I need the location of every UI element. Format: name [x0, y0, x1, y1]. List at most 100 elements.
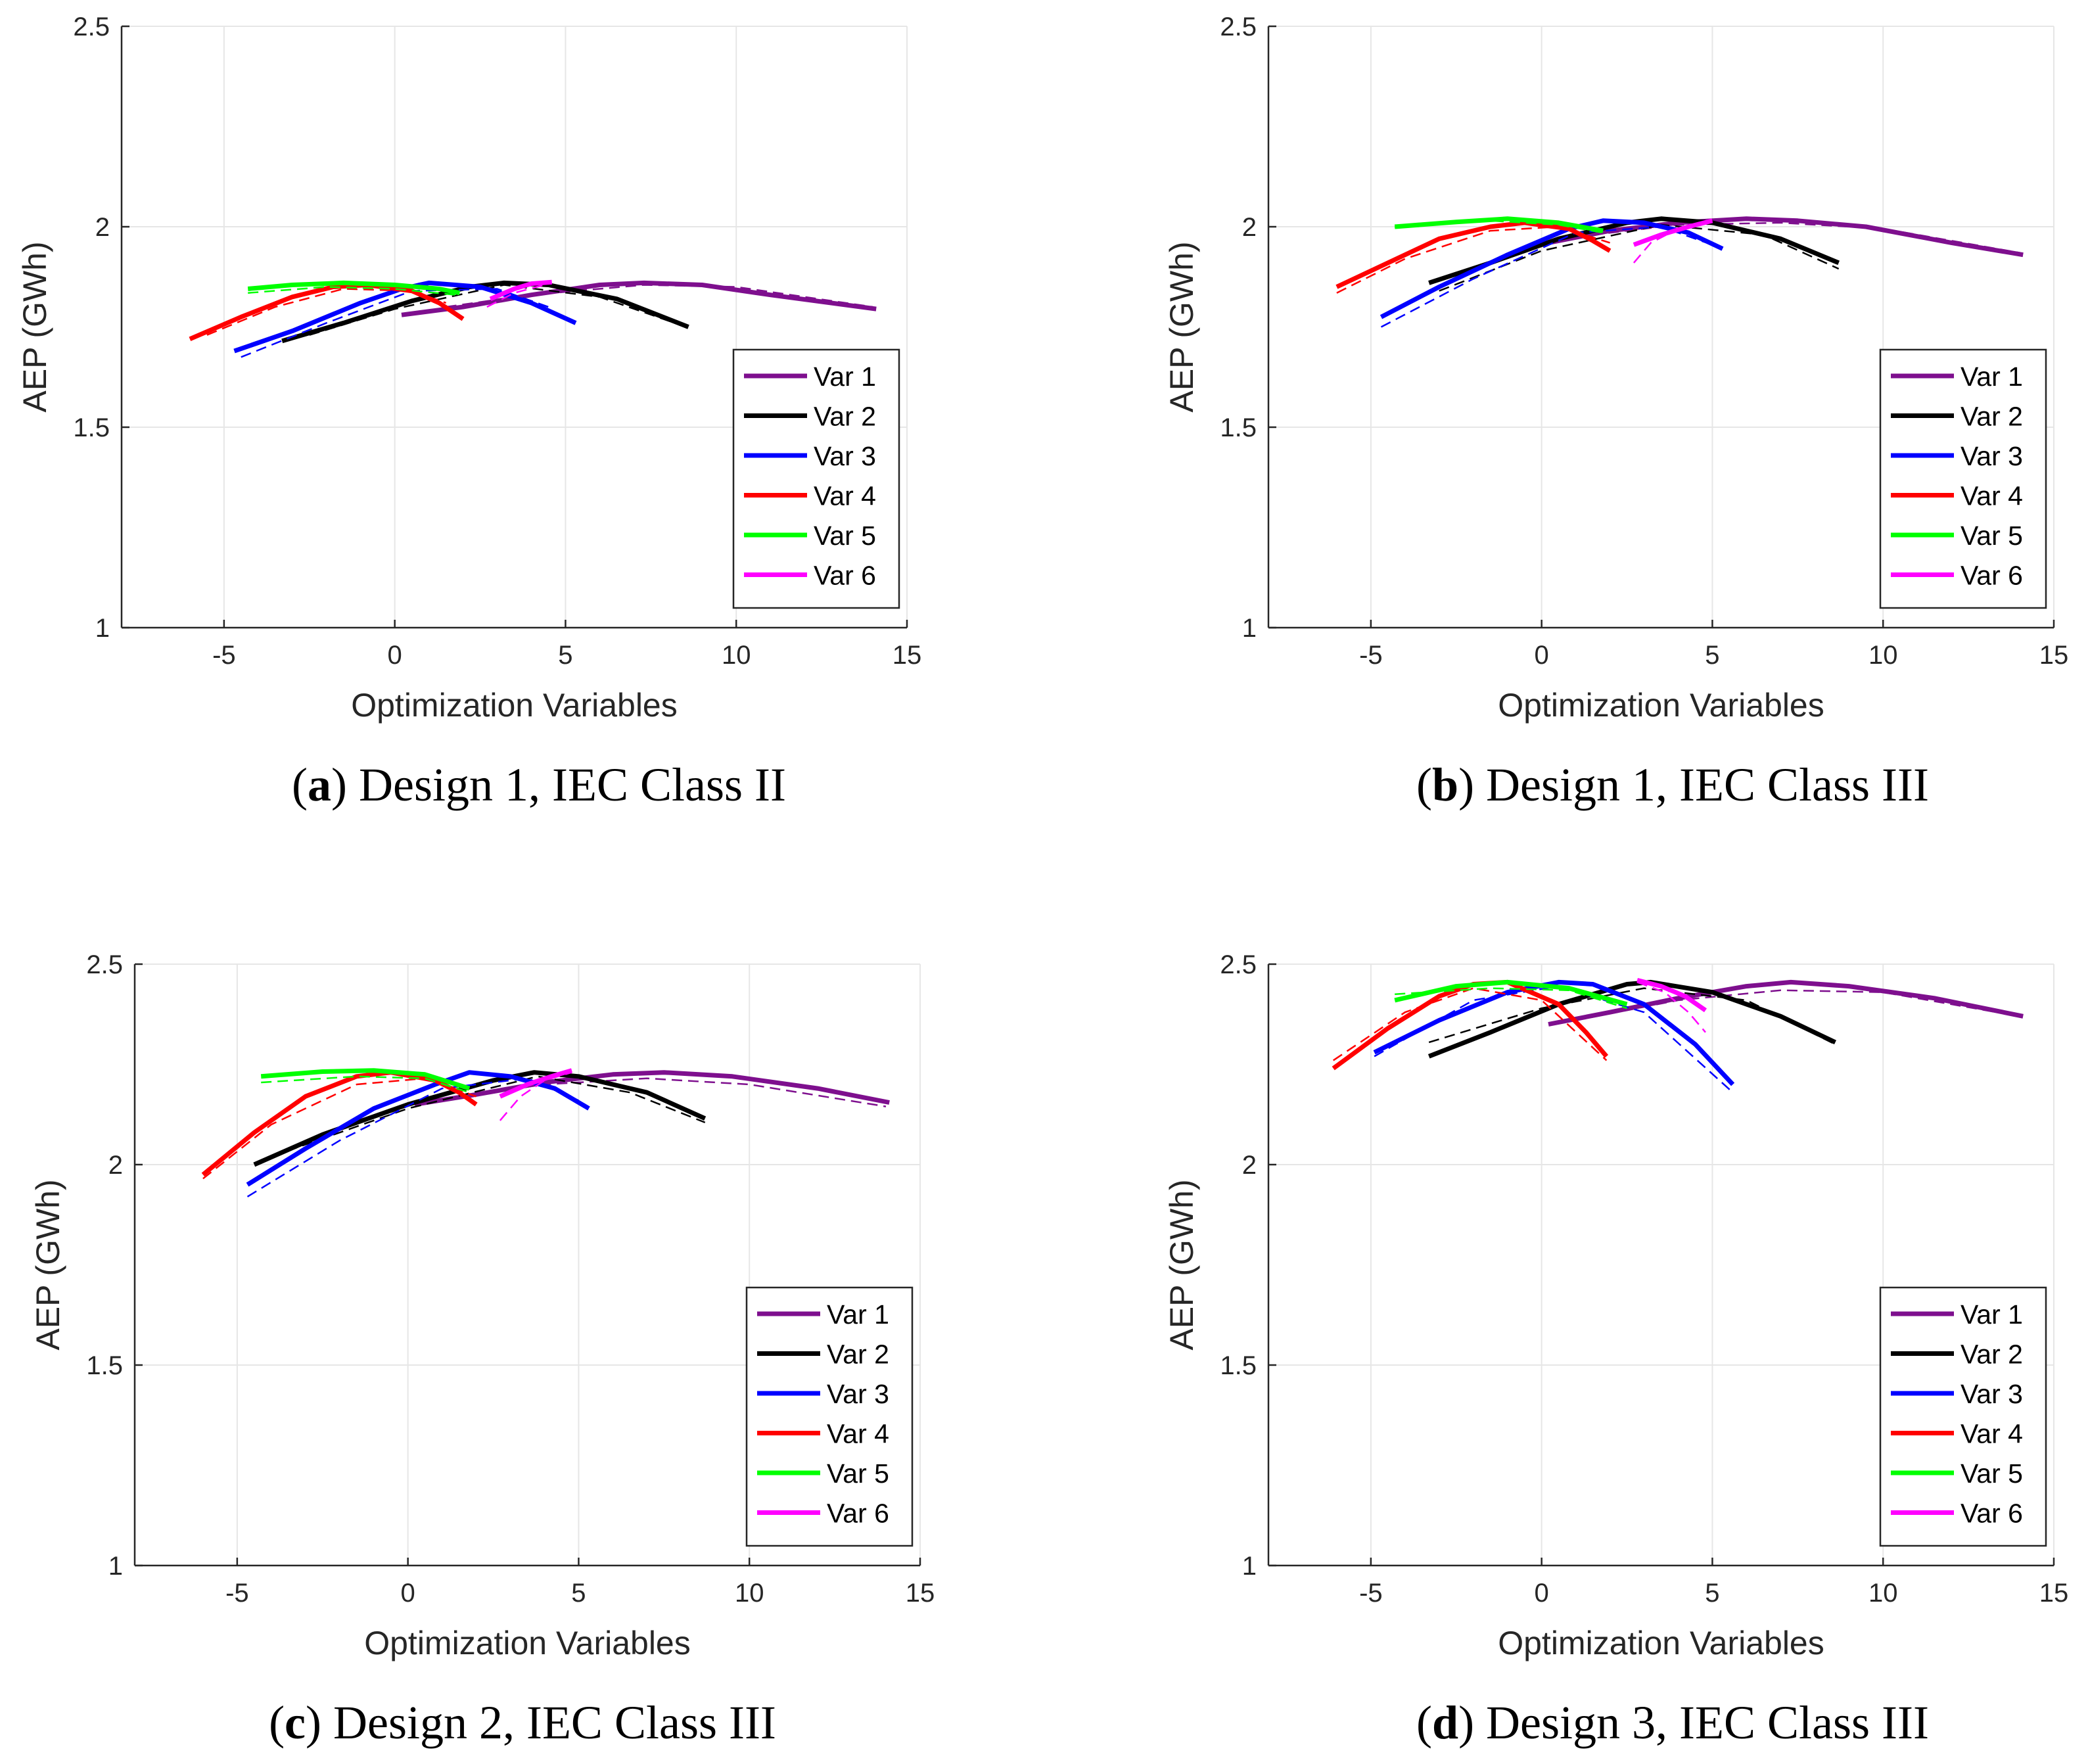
subfigure-caption: (c) Design 2, IEC Class III	[269, 1696, 776, 1749]
subfigure-caption: (d) Design 3, IEC Class III	[1416, 1696, 1929, 1749]
x-tick-label: 0	[1535, 641, 1549, 670]
legend-entry-label: Var 3	[827, 1379, 889, 1409]
caption-text: Design 2, IEC Class III	[333, 1696, 776, 1749]
caption-open-paren: (	[1416, 758, 1432, 811]
series-dashed-line-var-5	[261, 1075, 470, 1094]
y-axis-label: AEP (GWh)	[1163, 1179, 1200, 1350]
y-tick-label: 1.5	[86, 1351, 123, 1380]
series-solid-line-var-3	[1373, 979, 1735, 1086]
legend-entry-label: Var 1	[1960, 1299, 2023, 1330]
y-tick-label: 2	[1242, 213, 1257, 242]
legend-entry-label: Var 2	[814, 402, 876, 432]
legend-entry-label: Var 5	[814, 521, 876, 551]
caption-letter: c	[285, 1696, 306, 1749]
legend-box	[745, 1286, 914, 1547]
legend-entry-label: Var 4	[1960, 481, 2023, 511]
legend-entry-label: Var 6	[1960, 1498, 2023, 1529]
caption-letter: d	[1432, 1696, 1458, 1749]
caption-text: Design 1, IEC Class III	[1486, 758, 1929, 811]
subfigure-caption: (a) Design 1, IEC Class II	[292, 758, 786, 811]
x-tick-label: 5	[571, 1579, 586, 1608]
series-solid-line-var-3	[246, 1070, 590, 1187]
y-tick-label: 2	[95, 213, 110, 242]
y-tick-label: 1	[1242, 1552, 1257, 1581]
series-dashed-line-var-6	[486, 282, 553, 308]
series-dashed-line-var-5	[248, 286, 457, 296]
series-dashed-line-var-4	[1333, 987, 1608, 1061]
y-tick-label: 2.5	[86, 950, 123, 979]
legend-entry-label: Var 4	[1960, 1419, 2023, 1449]
x-tick-label: 5	[1705, 1579, 1719, 1608]
series-solid-line-var-6	[499, 1068, 572, 1099]
series-solid-line-var-1	[1548, 216, 2024, 258]
series-solid-line-var-4	[1335, 220, 1612, 289]
x-tick-label: -5	[1359, 1579, 1383, 1608]
x-tick-label: 10	[1868, 641, 1898, 670]
y-tick-label: 1.5	[1220, 413, 1257, 442]
legend-entry-label: Var 5	[827, 1458, 889, 1489]
series-solid-line-var-6	[1636, 978, 1707, 1013]
y-tick-label: 1	[108, 1552, 123, 1581]
caption-open-paren: (	[1416, 1696, 1432, 1749]
legend-box	[1879, 1286, 2047, 1547]
caption-close-paren: )	[1458, 1696, 1486, 1749]
y-tick-label: 1	[95, 614, 110, 643]
series-dashed-line-var-6	[1636, 981, 1706, 1033]
legend-box	[1879, 348, 2047, 609]
legend-box	[732, 348, 900, 609]
legend-entry-label: Var 1	[814, 361, 876, 392]
series-dashed-line-var-2	[1428, 987, 1836, 1046]
series-solid-line-var-1	[414, 1070, 890, 1107]
legend-entry-label: Var 2	[1960, 1339, 2023, 1370]
y-tick-label: 2.5	[1220, 950, 1257, 979]
x-axis-label: Optimization Variables	[364, 1625, 691, 1661]
series-solid-line-var-6	[489, 279, 552, 302]
x-tick-label: 15	[906, 1579, 935, 1608]
caption-close-paren: )	[1458, 758, 1486, 811]
legend-entry-label: Var 2	[827, 1339, 889, 1370]
series-dashed-line-var-3	[246, 1077, 579, 1197]
y-axis-label: AEP (GWh)	[30, 1179, 66, 1350]
y-tick-label: 2.5	[73, 12, 110, 41]
y-axis-label: AEP (GWh)	[16, 241, 53, 412]
x-tick-label: -5	[212, 641, 236, 670]
legend-entry-label: Var 4	[827, 1419, 889, 1449]
legend-entry-label: Var 5	[1960, 1458, 2023, 1489]
caption-open-paren: (	[269, 1696, 285, 1749]
legend: Var 1 Var 2 Var 3 Var 4 Var 5 Var 6	[1879, 348, 2047, 609]
legend-entry-label: Var 1	[827, 1299, 889, 1330]
legend-entry-label: Var 1	[1960, 361, 2023, 392]
legend-entry-label: Var 3	[814, 441, 876, 471]
legend-entry-label: Var 6	[1960, 561, 2023, 591]
legend: Var 1 Var 2 Var 3 Var 4 Var 5 Var 6	[732, 348, 900, 609]
x-tick-label: 15	[893, 641, 922, 670]
caption-letter: a	[308, 758, 331, 811]
series-solid-line-var-1	[1548, 979, 2024, 1027]
x-axis-label: Optimization Variables	[1498, 687, 1824, 724]
series-solid-line-var-4	[189, 283, 465, 342]
legend: Var 1 Var 2 Var 3 Var 4 Var 5 Var 6	[1879, 1286, 2047, 1547]
y-tick-label: 2	[1242, 1151, 1257, 1180]
legend-entry-label: Var 6	[814, 561, 876, 591]
series-solid-line-var-5	[247, 280, 461, 296]
x-tick-label: -5	[1359, 641, 1383, 670]
chart-panel-3: -5 0 5 10 15 1 1.5 2 2.5 Optimization Variables AE…	[1163, 950, 2068, 1749]
series-dashed-line-var-5	[1395, 987, 1627, 1010]
x-tick-label: 10	[722, 641, 751, 670]
series-solid-line-var-5	[260, 1068, 471, 1091]
y-axis-label: AEP (GWh)	[1163, 241, 1200, 412]
y-tick-label: 1	[1242, 614, 1257, 643]
x-tick-label: 5	[1705, 641, 1719, 670]
series-solid-line-var-1	[401, 280, 877, 317]
series-dashed-line-var-2	[271, 1075, 706, 1157]
legend-entry-label: Var 3	[1960, 441, 2023, 471]
legend-entry-label: Var 3	[1960, 1379, 2023, 1409]
x-tick-label: 5	[558, 641, 572, 670]
x-axis-label: Optimization Variables	[351, 687, 678, 724]
y-tick-label: 2	[108, 1151, 123, 1180]
legend-entry-label: Var 5	[1960, 521, 2023, 551]
series-solid-line-var-4	[201, 1070, 478, 1177]
series-solid-line-var-6	[1633, 218, 1713, 247]
legend-entry-label: Var 4	[814, 481, 876, 511]
chart-panel-1: -5 0 5 10 15 1 1.5 2 2.5 Optimization Variables AE…	[1163, 12, 2068, 811]
